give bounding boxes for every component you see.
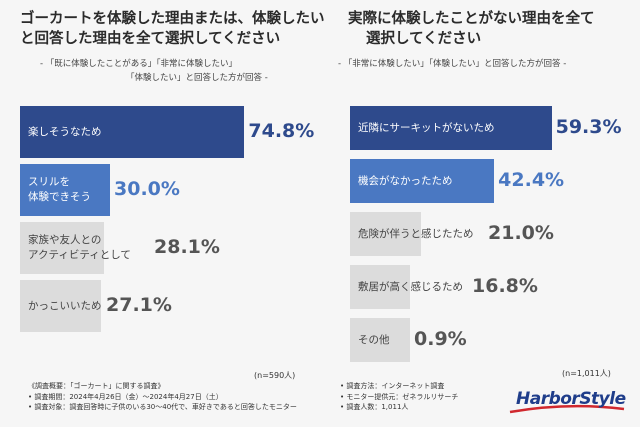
bar <box>20 280 102 332</box>
bar-category-label-line: かっこいいため <box>28 299 102 312</box>
left-subtitle-line1: - 「既に体験したことがある」「非常に体験したい」 <box>40 59 238 69</box>
bar-category-label: 近隣にサーキットがないため <box>358 121 495 136</box>
right-subtitle-line1: - 「非常に体験したい」「体験したい」と回答した方が回答 - <box>338 59 567 69</box>
bar <box>350 265 410 309</box>
right-title-line1: 実際に体験したことがない理由を全て <box>348 11 595 27</box>
left-sample-size: (n=590人) <box>254 371 296 380</box>
left-bar-chart: 楽しそうなため 74.8% スリルを体験できそう 30.0% 家族や友人とのアクティビテ… <box>20 106 316 366</box>
bar-category-label-line: 危険が伴うと感じたため <box>358 227 474 240</box>
bar-category-label-line: 家族や友人との <box>28 234 102 246</box>
bar-row: 家族や友人とのアクティビティとして 28.1% <box>20 222 316 274</box>
bar <box>20 106 245 158</box>
bar-category-label-line: 楽しそうなため <box>28 125 102 138</box>
bar-row: 機会がなかったため 42.4% <box>350 159 640 203</box>
bar-category-label-line: スリルを <box>28 176 70 188</box>
bar-category-label: かっこいいため <box>28 299 102 314</box>
footer-right-line: • 調査方法：インターネット調査 <box>340 382 445 390</box>
bar-row: 危険が伴うと感じたため 21.0% <box>350 212 640 256</box>
bar <box>350 318 410 362</box>
footer-right-line: • 調査人数：1,011人 <box>340 403 409 411</box>
bar-value-label: 27.1% <box>106 294 172 316</box>
bar-value-label: 21.0% <box>488 222 554 244</box>
footer-left-line: 《調査概要：「ゴーカート」に関する調査》 <box>28 382 165 390</box>
bar-category-label-line: 機会がなかったため <box>358 174 453 187</box>
bar-category-label-line: 敷居が高く感じるため <box>358 280 463 293</box>
bar-category-label: 家族や友人とのアクティビティとして <box>28 233 131 263</box>
bar <box>350 106 552 150</box>
bar-category-label-line: その他 <box>358 333 390 346</box>
bar-row: かっこいいため 27.1% <box>20 280 316 332</box>
bar-row: スリルを体験できそう 30.0% <box>20 164 316 216</box>
bar-row: 近隣にサーキットがないため 59.3% <box>350 106 640 150</box>
left-title-line1: ゴーカートを体験した理由または、体験したい <box>20 11 325 27</box>
bar-value-label: 16.8% <box>472 275 538 297</box>
bar-value-label: 74.8% <box>248 120 315 142</box>
bar-category-label: 楽しそうなため <box>28 125 102 140</box>
bar-value-label: 59.3% <box>555 116 622 138</box>
bar <box>350 212 422 256</box>
bar <box>20 164 110 216</box>
bar-category-label-line: 近隣にサーキットがないため <box>358 121 495 134</box>
bar-category-label-line: 体験できそう <box>28 191 91 203</box>
logo-swoosh-icon <box>509 404 625 414</box>
footer-right: • 調査方法：インターネット調査 • モニター提供元：ゼネラルリサーチ • 調査… <box>340 381 458 413</box>
bar-category-label: 機会がなかったため <box>358 174 453 189</box>
left-subtitle-line2: 「体験したい」と回答した方が回答 - <box>126 73 268 83</box>
bar-category-label: その他 <box>358 333 390 348</box>
bar-category-label: 敷居が高く感じるため <box>358 280 463 295</box>
right-sample-size: (n=1,011人) <box>562 369 611 378</box>
bar-category-label-line: アクティビティとして <box>28 249 131 261</box>
footer-right-line: • モニター提供元：ゼネラルリサーチ <box>340 392 459 401</box>
right-title-line2: 選択してください <box>366 31 482 47</box>
bar-category-label: スリルを体験できそう <box>28 175 91 205</box>
bar <box>20 222 105 274</box>
logo-text: HarborStyle <box>516 389 626 409</box>
footer-left-line: • 調査対象：調査回答時に子供のいる30～40代で、車好きであると回答したモニタ… <box>28 403 297 411</box>
bar-category-label: 危険が伴うと感じたため <box>358 227 474 242</box>
bar-value-label: 30.0% <box>114 178 180 200</box>
harbor-style-logo: HarborStyle <box>508 386 628 416</box>
footer-left-line: • 調査期間：2024年4月26日（金）～2024年4月27日（土） <box>28 392 223 401</box>
bar-row: 敷居が高く感じるため 16.8% <box>350 265 640 309</box>
footer-left: 《調査概要：「ゴーカート」に関する調査》 • 調査期間：2024年4月26日（金… <box>28 381 297 413</box>
left-title-line2: と回答した理由を全て選択してください <box>20 31 281 47</box>
bar-row: 楽しそうなため 74.8% <box>20 106 316 158</box>
bar-value-label: 28.1% <box>154 236 220 258</box>
right-bar-chart: 近隣にサーキットがないため 59.3% 機会がなかったため 42.4% 危険が伴うと感じ… <box>350 106 640 362</box>
bar <box>350 159 495 203</box>
bar-value-label: 42.4% <box>498 169 565 191</box>
bar-value-label: 0.9% <box>414 328 467 350</box>
bar-row: その他 0.9% <box>350 318 640 362</box>
